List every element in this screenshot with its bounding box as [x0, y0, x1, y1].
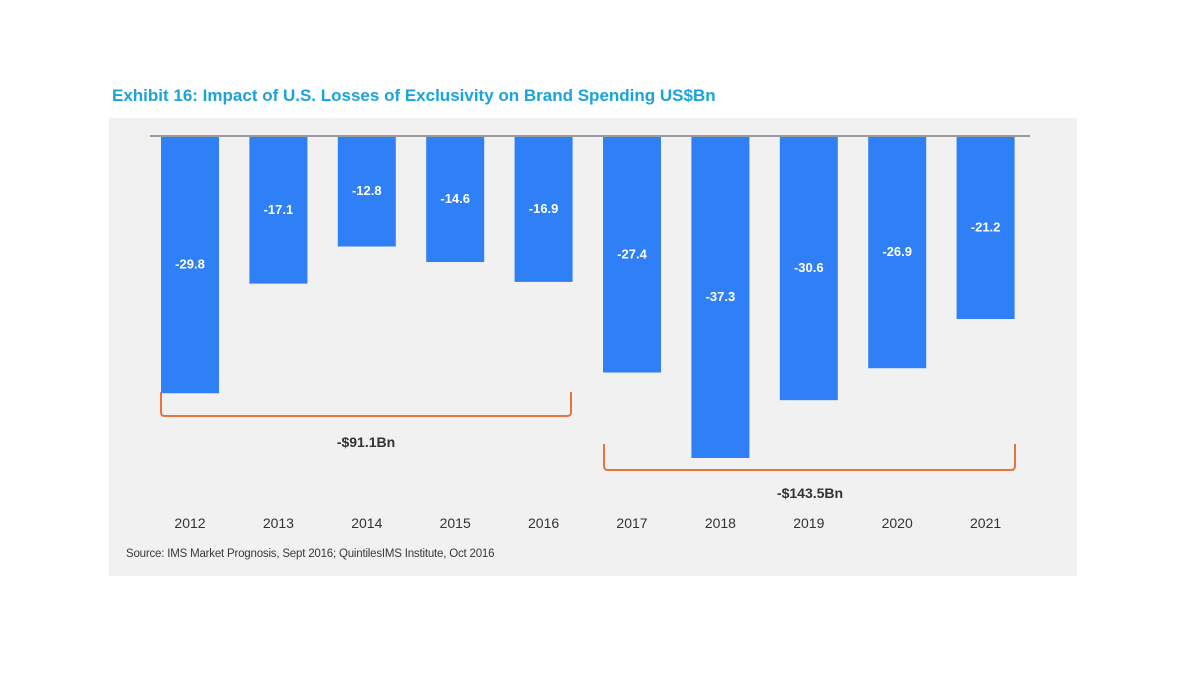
data-label-2015: -14.6 — [440, 191, 470, 206]
data-label-2013: -17.1 — [264, 202, 294, 217]
bar-2019 — [779, 136, 838, 401]
bar-2012 — [161, 136, 219, 394]
data-label-2012: -29.8 — [175, 257, 205, 272]
x-tick-label-2017: 2017 — [616, 515, 647, 531]
bracket-label-2: -$143.5Bn — [777, 485, 843, 501]
data-label-2018: -37.3 — [706, 289, 736, 304]
bracket-1 — [160, 392, 572, 417]
bracket-label-1: -$91.1Bn — [337, 434, 395, 450]
x-tick-label-2016: 2016 — [528, 515, 559, 531]
data-label-2017: -27.4 — [617, 246, 647, 261]
bar-2020 — [868, 136, 927, 369]
x-tick-label-2018: 2018 — [705, 515, 736, 531]
data-label-2016: -16.9 — [529, 201, 559, 216]
data-label-2020: -26.9 — [882, 244, 912, 259]
data-label-2019: -30.6 — [794, 260, 824, 275]
bar-2016 — [514, 136, 573, 282]
bar-2018 — [691, 136, 750, 458]
bar-2017 — [603, 136, 661, 373]
x-tick-label-2020: 2020 — [882, 515, 913, 531]
x-tick-label-2013: 2013 — [263, 515, 294, 531]
bar-2013 — [249, 136, 308, 284]
source-note: Source: IMS Market Prognosis, Sept 2016;… — [126, 548, 495, 560]
x-tick-label-2019: 2019 — [793, 515, 824, 531]
data-label-2021: -21.2 — [971, 220, 1001, 235]
bar-2015 — [426, 136, 485, 263]
x-tick-label-2012: 2012 — [174, 515, 205, 531]
bracket-2 — [603, 444, 1016, 471]
x-tick-label-2015: 2015 — [440, 515, 471, 531]
data-label-2014: -12.8 — [352, 183, 382, 198]
x-tick-label-2014: 2014 — [351, 515, 382, 531]
bar-2014 — [337, 136, 396, 247]
bar-2021 — [956, 136, 1015, 320]
chart-title: Exhibit 16: Impact of U.S. Losses of Exc… — [112, 86, 716, 105]
x-tick-label-2021: 2021 — [970, 515, 1001, 531]
